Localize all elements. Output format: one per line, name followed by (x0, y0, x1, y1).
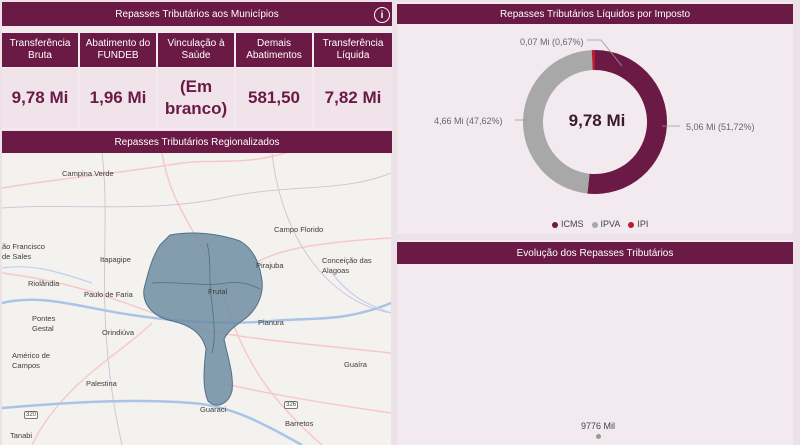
regional-map[interactable]: Campina Verde Campo Florido ão Francisco… (2, 153, 391, 445)
municipios-title-text: Repasses Tributários aos Municípios (115, 8, 279, 20)
legend-dot-ipva (591, 221, 598, 228)
place-barretos: Barretos (285, 419, 314, 428)
road-shield-326: 326 (284, 401, 299, 409)
place-sao-francisco-de-sales: ão Francisco de Sales (2, 242, 45, 261)
road-shield-320: 320 (24, 411, 39, 419)
legend-item-icms[interactable]: ICMS (552, 219, 584, 229)
kpi-header-abatimento-fundeb: Abatimento do FUNDEB (80, 33, 156, 67)
place-tanabi: Tanabi (10, 431, 33, 440)
place-americo-de-campos: Américo de Campos (12, 351, 50, 370)
donut-center-value: 9,78 Mi (568, 111, 626, 130)
regional-title-text: Repasses Tributários Regionalizados (114, 136, 280, 148)
place-campo-florido: Campo Florido (274, 225, 324, 234)
place-campina-verde: Campina Verde (62, 169, 114, 178)
liquidos-panel (397, 2, 793, 234)
donut-legend: ICMS IPVA IPI (552, 219, 648, 229)
kpi-value-transferencia-bruta: 9,78 Mi (2, 68, 78, 128)
place-conceicao-das-alagoas: Conceição das Alagoas (322, 256, 372, 275)
kpi-header-transferencia-liquida: Transferência Líquida (314, 33, 392, 67)
kpi-value-transferencia-liquida: 7,82 Mi (314, 68, 392, 128)
legend-item-ipva[interactable]: IPVA (591, 219, 621, 229)
donut-chart[interactable] (397, 26, 793, 226)
municipios-title: Repasses Tributários aos Municípios (2, 2, 392, 26)
legend-dot-icms (552, 221, 558, 228)
legend-icms-label: ICMS (561, 219, 584, 229)
legend-ipva-label: IPVA (600, 219, 621, 229)
evolucao-point[interactable] (596, 434, 601, 439)
donut-slice-ipva[interactable] (523, 50, 593, 194)
info-icon[interactable]: i (374, 7, 390, 23)
place-itapagipe: Itapagipe (100, 255, 131, 264)
label-ipi: 0,07 Mi (0,67%) (520, 37, 584, 47)
leader-line (587, 39, 623, 67)
evolucao-title-text: Evolução dos Repasses Tributários (516, 247, 674, 259)
label-ipva: 4,66 Mi (47,62%) (434, 116, 503, 126)
map-canvas (2, 153, 391, 445)
liquidos-title: Repasses Tributários Líquidos por Impost… (397, 4, 793, 24)
place-palestina: Palestina (86, 379, 117, 388)
evolucao-title: Evolução dos Repasses Tributários (397, 242, 793, 264)
place-pontes-gestal: Pontes Gestal (32, 314, 56, 333)
place-planura: Planura (258, 318, 284, 327)
liquidos-title-text: Repasses Tributários Líquidos por Impost… (499, 8, 691, 20)
evolucao-panel (397, 240, 793, 445)
label-icms: 5,06 Mi (51,72%) (686, 122, 755, 132)
donut-slice-ipi[interactable] (591, 50, 595, 71)
evolucao-point-label: 9776 Mil (580, 421, 616, 431)
place-guaira: Guaíra (344, 360, 367, 369)
kpi-header-vinculacao-saude: Vinculação à Saúde (158, 33, 234, 67)
kpi-header-demais-abatimentos: Demais Abatimentos (236, 33, 312, 67)
donut-slice-icms[interactable] (587, 50, 668, 195)
kpi-value-abatimento-fundeb: 1,96 Mi (80, 68, 156, 128)
regional-title: Repasses Tributários Regionalizados (2, 131, 392, 153)
kpi-value-vinculacao-saude: (Em branco) (158, 68, 234, 128)
place-frutal: Frutal (208, 287, 228, 296)
kpi-value-demais-abatimentos: 581,50 (236, 68, 312, 128)
legend-dot-ipi (628, 221, 635, 228)
kpi-header-transferencia-bruta: Transferência Bruta (2, 33, 78, 67)
place-orindiuva: Orindiúva (102, 328, 135, 337)
legend-item-ipi[interactable]: IPI (628, 219, 648, 229)
place-pirajuba: Pirajuba (256, 261, 284, 270)
place-guaraci: Guaraci (200, 405, 227, 414)
place-riolandia: Riolândia (28, 279, 60, 288)
place-paulo-de-faria: Paulo de Faria (84, 290, 133, 299)
legend-ipi-label: IPI (637, 219, 649, 229)
